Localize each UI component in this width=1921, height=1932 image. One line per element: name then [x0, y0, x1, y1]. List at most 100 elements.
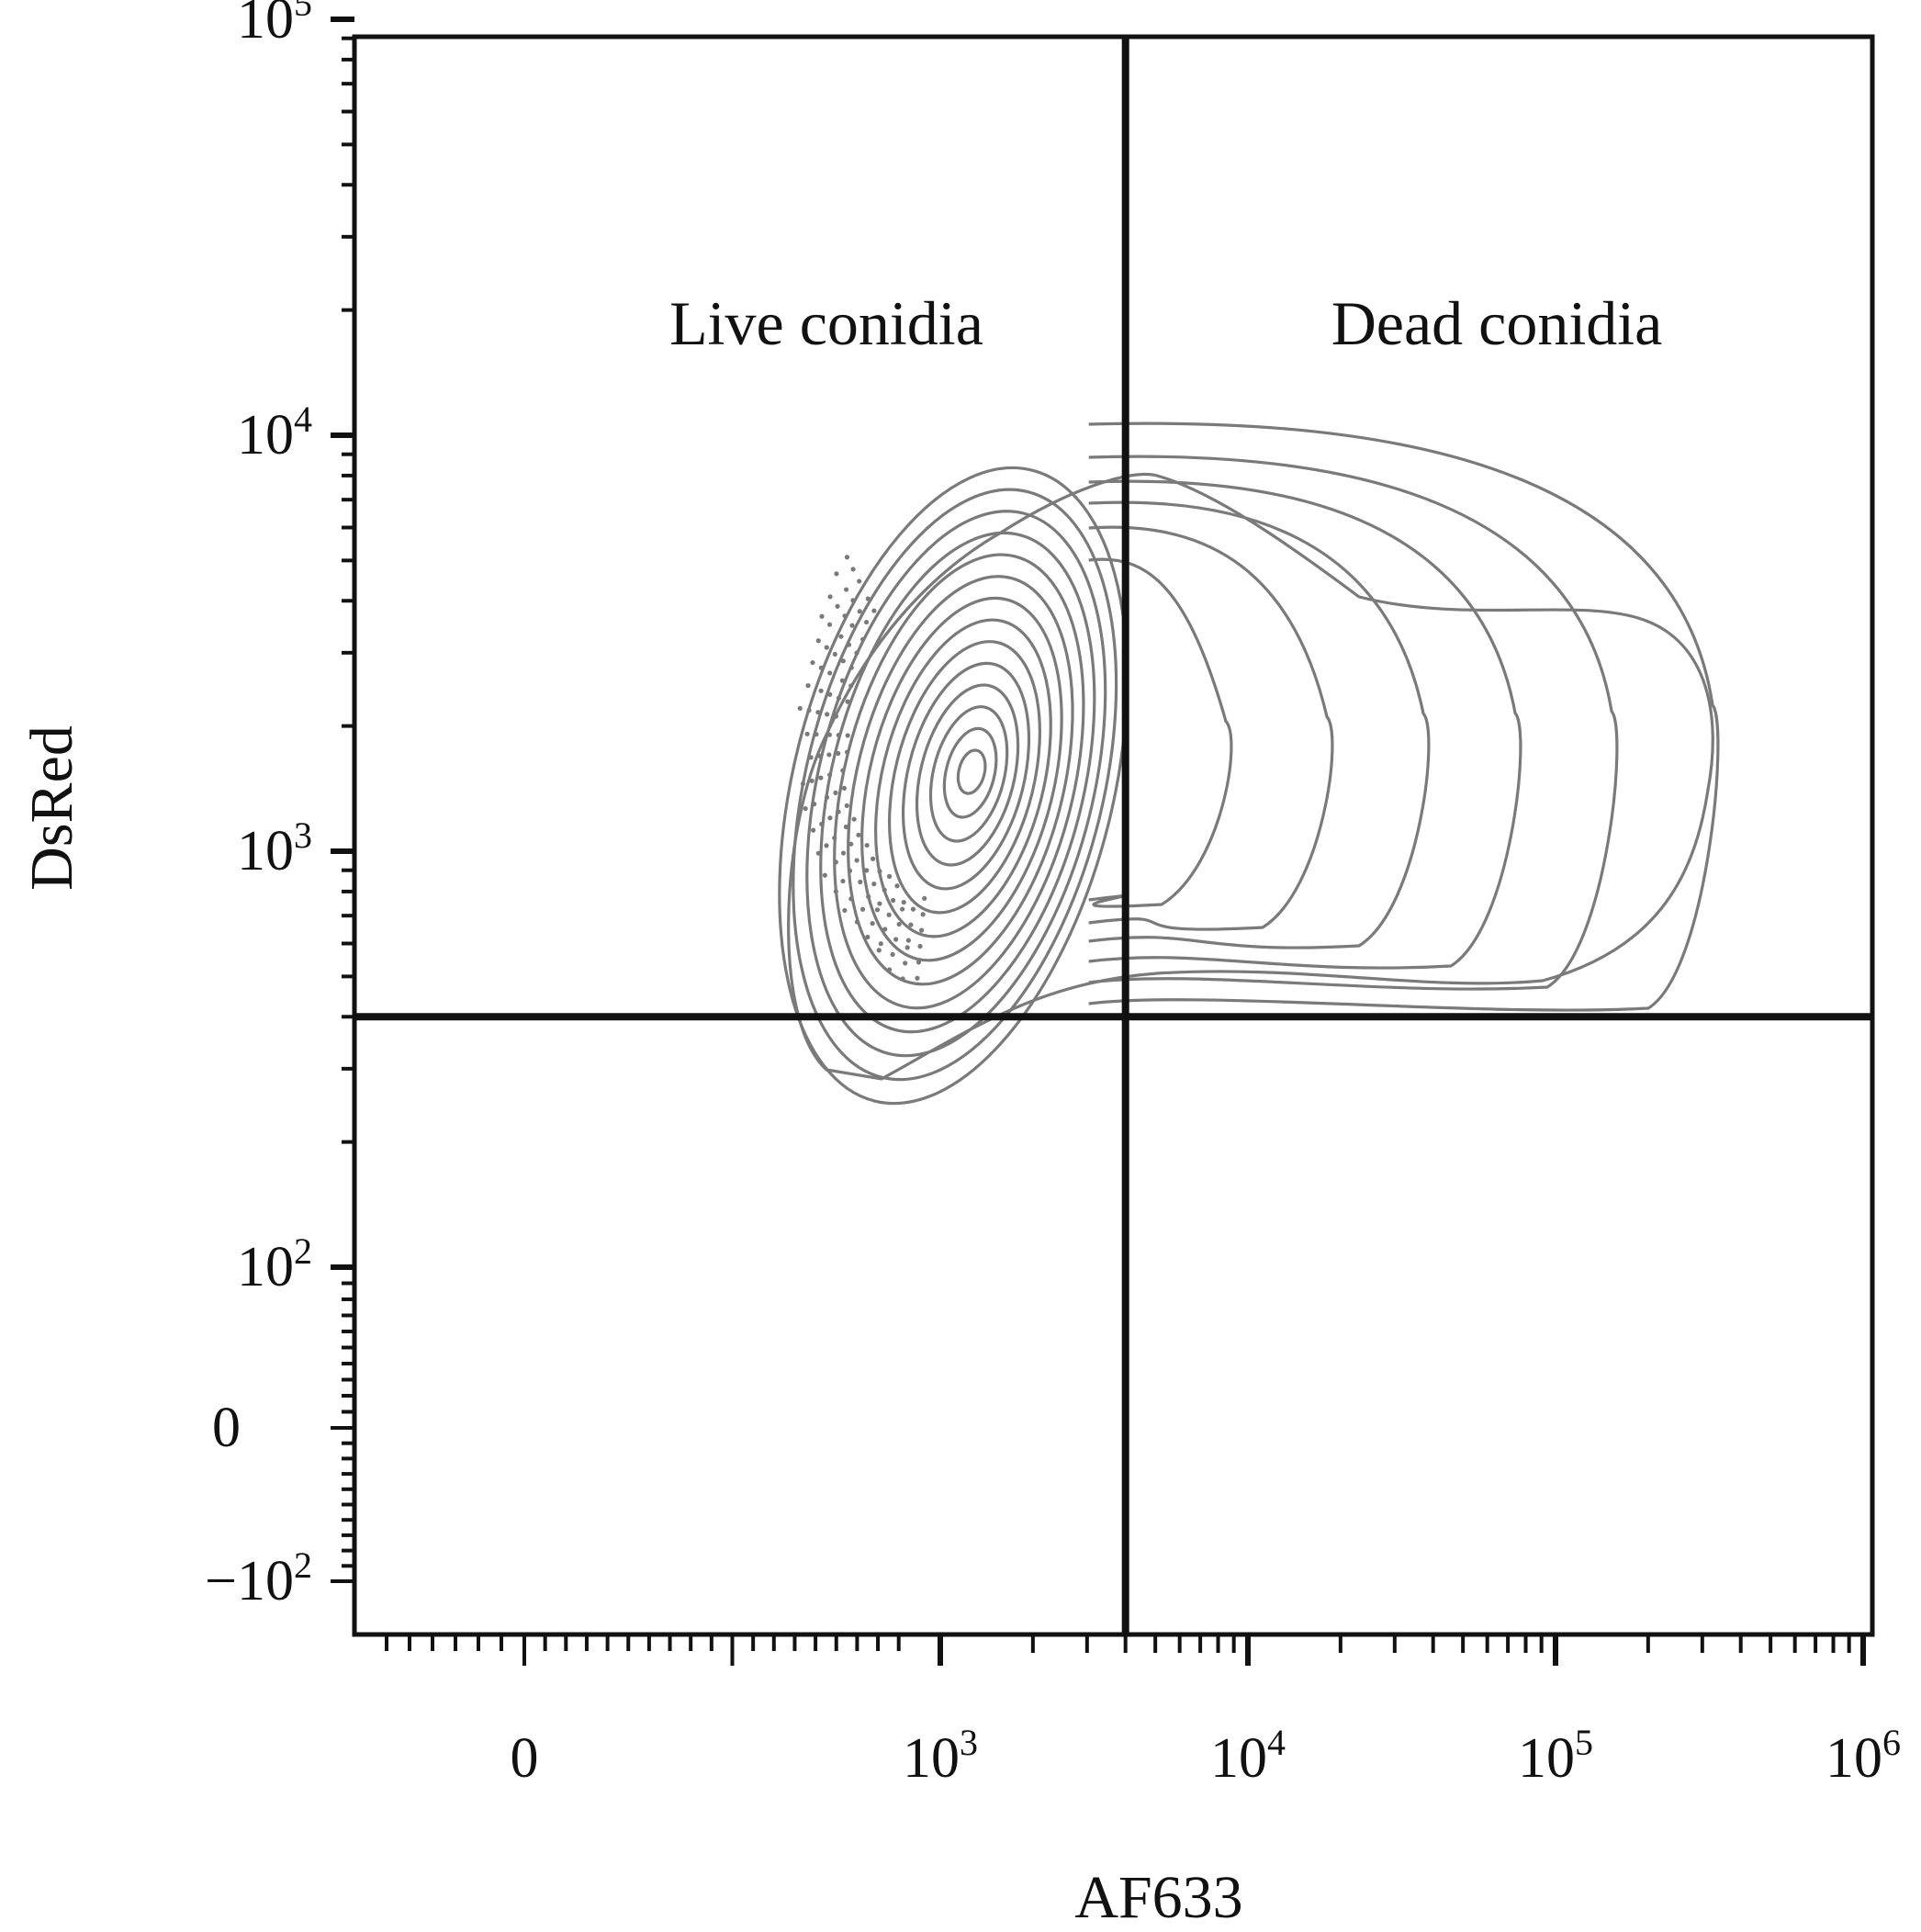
contour-density-mark: [843, 824, 849, 830]
contour-density-mark: [871, 856, 876, 861]
contour-density-mark: [900, 976, 905, 982]
contour-density-mark: [915, 975, 920, 981]
contour-density-mark: [809, 778, 814, 783]
contour-density-mark: [803, 805, 808, 812]
contour-density-mark: [848, 683, 854, 689]
contour-layer: [778, 421, 1720, 1106]
contour-line-live: [928, 705, 1009, 843]
contour-density-mark: [819, 821, 825, 827]
contour-line-dead: [1088, 455, 1619, 991]
contour-density-mark: [922, 895, 927, 901]
contour-density-mark: [904, 945, 910, 950]
contour-density-mark: [815, 710, 821, 715]
contour-density-mark: [841, 785, 848, 792]
contour-density-mark: [824, 843, 829, 848]
contour-density-mark: [839, 678, 845, 683]
contour-density-mark: [882, 927, 888, 932]
contour-density-mark: [814, 732, 819, 737]
contour-density-mark: [827, 772, 833, 778]
contour-density-mark: [840, 878, 846, 884]
contour-density-mark: [826, 732, 832, 737]
contour-density-mark: [812, 802, 817, 807]
contour-density-mark: [846, 642, 852, 647]
contour-density-mark: [797, 705, 803, 711]
contour-density-mark: [901, 899, 906, 905]
contour-density-mark: [877, 901, 882, 906]
contour-density-mark: [835, 603, 840, 609]
contour-density-mark: [857, 578, 862, 584]
contour-density-mark: [877, 869, 882, 874]
contour-line-dead: [1088, 500, 1431, 949]
contour-density-mark: [833, 790, 838, 795]
y-axis-title: DsRed: [18, 725, 85, 891]
contour-line-live: [942, 726, 998, 819]
contour-density-mark: [834, 571, 839, 577]
contour-density-mark: [849, 623, 855, 628]
contour-density-mark: [871, 882, 877, 887]
y-axis-ticks: [331, 17, 354, 1583]
contour-density-mark: [817, 753, 823, 758]
quadrant-label-live: Live conidia: [669, 288, 983, 358]
contour-line-live: [956, 748, 987, 795]
contour-density-mark: [864, 868, 870, 873]
contour-line-live: [901, 661, 1031, 891]
contour-density-mark: [886, 873, 893, 879]
contour-density-mark: [850, 567, 856, 572]
contour-density-mark: [874, 907, 881, 913]
contour-density-mark: [826, 622, 833, 627]
contour-density-mark: [859, 906, 866, 912]
contour-density-mark: [854, 858, 859, 863]
contour-density-mark: [847, 868, 853, 873]
contour-density-mark: [844, 803, 849, 809]
contour-density-mark: [903, 960, 908, 966]
contour-density-mark: [900, 906, 905, 912]
contour-line-live: [778, 466, 1129, 1106]
contour-density-mark: [848, 896, 854, 902]
contour-line-live: [860, 596, 1063, 962]
contour-density-mark: [864, 842, 870, 848]
contour-density-mark: [836, 809, 841, 814]
contour-density-mark: [827, 691, 833, 697]
contour-density-mark: [805, 683, 811, 689]
contour-density-mark: [854, 919, 859, 925]
tick-label: 102: [237, 1230, 312, 1298]
contour-density-mark: [865, 596, 871, 601]
contour-line-dead: [1088, 479, 1522, 970]
contour-density-mark: [842, 907, 848, 914]
contour-density-mark: [832, 835, 837, 841]
contour-density-mark: [815, 850, 821, 856]
contour-density-mark: [859, 636, 866, 642]
contour-density-mark: [850, 598, 856, 603]
contour-density-mark: [876, 948, 882, 953]
contour-density-mark: [843, 587, 849, 592]
contour-density-mark: [818, 665, 824, 670]
contour-density-mark: [836, 750, 841, 757]
contour-density-mark: [920, 912, 926, 917]
contour-density-mark: [893, 937, 899, 942]
contour-density-mark: [833, 713, 839, 719]
contour-density-mark: [878, 941, 883, 947]
contour-density-mark: [827, 670, 833, 676]
x-axis-ticks: [385, 1634, 1866, 1666]
contour-density-mark: [826, 752, 832, 758]
contour-density-mark: [838, 634, 844, 639]
tick-label: −102: [205, 1544, 312, 1612]
contour-density-mark: [851, 816, 857, 822]
quadrant-label-dead: Dead conidia: [1331, 288, 1663, 358]
contour-density-mark: [818, 688, 824, 693]
contour-density-mark: [804, 731, 810, 736]
contour-line-outer: [787, 472, 1714, 1081]
contour-density-mark: [840, 658, 846, 664]
contour-density-mark: [824, 645, 829, 650]
contour-density-mark: [824, 794, 830, 800]
tick-label: 104: [1210, 1722, 1286, 1790]
contour-density-mark: [810, 659, 815, 666]
tick-label: 105: [237, 0, 312, 51]
contour-density-mark: [815, 638, 821, 644]
contour-density-mark: [887, 967, 893, 972]
contour-density-mark: [819, 613, 825, 619]
contour-density-mark: [918, 927, 925, 933]
contour-line-dead: [1088, 525, 1334, 931]
contour-line-live: [915, 683, 1020, 867]
